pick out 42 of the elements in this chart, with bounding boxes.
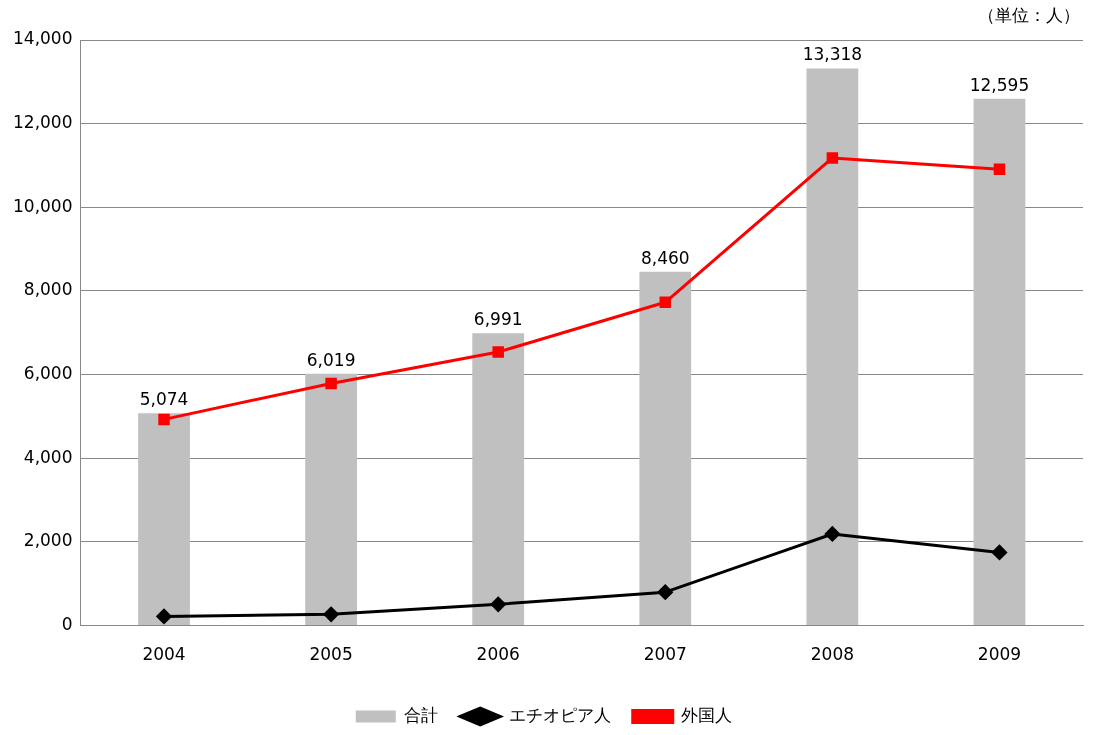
point	[659, 296, 672, 309]
legend-label: 合計	[404, 704, 439, 725]
point	[991, 544, 1007, 560]
bar	[138, 413, 190, 626]
point	[824, 526, 840, 542]
point	[657, 584, 673, 600]
point	[826, 152, 839, 164]
bar	[806, 68, 859, 626]
bar	[639, 271, 692, 626]
y-tick-label: 4,000	[23, 446, 73, 467]
point	[492, 346, 504, 358]
data-label: 6,991	[473, 309, 523, 330]
y-tick-label: 2,000	[23, 530, 73, 551]
point	[325, 377, 337, 390]
legend-label: 外国人	[681, 704, 733, 725]
data-label: 8,460	[640, 247, 690, 268]
x-tick-label: 2005	[309, 644, 353, 665]
x-tick-label: 2009	[977, 644, 1022, 665]
data-label: 13,318	[802, 44, 863, 65]
y-tick-label: 12,000	[13, 112, 73, 133]
y-tick-label: 10,000	[13, 195, 73, 216]
point	[490, 596, 506, 612]
point	[156, 608, 172, 624]
point	[993, 163, 1006, 175]
y-tick-label: 14,000	[13, 28, 73, 49]
x-tick-label: 2004	[142, 644, 186, 665]
text: （単位：人）	[978, 4, 1080, 25]
bar	[305, 373, 358, 626]
y-tick-label: 0	[61, 614, 73, 635]
y-tick-label: 6,000	[23, 363, 73, 384]
bar	[472, 333, 525, 626]
point	[158, 413, 170, 426]
y-tick-label: 8,000	[23, 279, 73, 300]
legend-label: エチオピア人	[508, 704, 611, 725]
data-label: 12,595	[969, 74, 1030, 95]
data-label: 5,074	[139, 389, 189, 410]
bar	[973, 98, 1026, 626]
x-tick-label: 2006	[476, 644, 520, 665]
x-tick-label: 2008	[810, 644, 854, 665]
x-tick-label: 2007	[643, 644, 687, 665]
data-label: 6,019	[306, 349, 356, 370]
point	[323, 606, 339, 622]
